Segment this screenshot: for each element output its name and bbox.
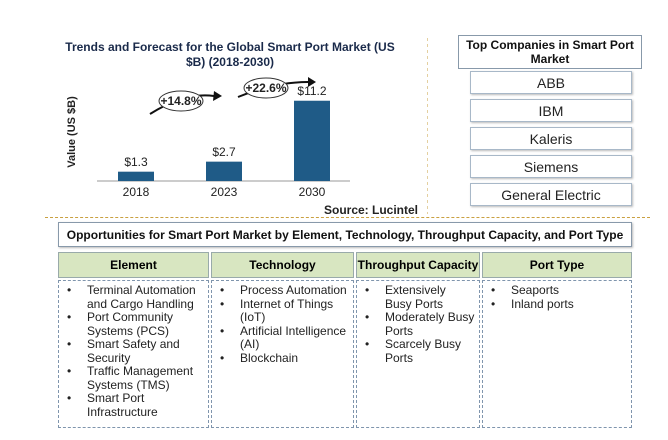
chart: Value (US $B) +14.8% +22.6% Source: Luci… xyxy=(66,38,428,216)
chart-title: Trends and Forecast for the Global Smart… xyxy=(65,40,395,69)
annotation: +14.8% xyxy=(160,94,201,108)
column-body: Process AutomationInternet of Things (Io… xyxy=(211,280,354,428)
column-header: Throughput Capacity xyxy=(356,252,480,278)
column-body: Extensively Busy PortsModerately Busy Po… xyxy=(356,280,480,428)
annotation-oval xyxy=(158,90,204,112)
source: Source: Lucintel xyxy=(324,203,418,216)
company: Siemens xyxy=(470,155,632,178)
bar xyxy=(206,161,242,181)
arrowhead xyxy=(213,91,222,101)
value-label: $1.3 xyxy=(124,155,148,169)
list-item: Scarcely Busy Ports xyxy=(363,337,475,365)
annotation-oval xyxy=(243,77,289,99)
list-item: Terminal Automation and Cargo Handling xyxy=(65,283,204,311)
value-label: $11.2 xyxy=(297,84,326,98)
list-item: Process Automation xyxy=(218,283,349,298)
column-header: Element xyxy=(58,252,209,278)
company: ABB xyxy=(470,71,632,94)
column-header: Port Type xyxy=(482,252,632,278)
value-label: $2.7 xyxy=(212,145,236,159)
list-item: Smart Port Infrastructure xyxy=(65,391,204,419)
list-item: Port Community Systems (PCS) xyxy=(65,310,204,338)
bar xyxy=(294,100,330,181)
divider xyxy=(45,217,650,218)
list-item: Blockchain xyxy=(218,351,349,366)
company: General Electric xyxy=(470,183,632,206)
list-item: Internet of Things (IoT) xyxy=(218,297,349,325)
x-tick-label: 2023 xyxy=(211,185,238,199)
list-item: Artificial Intelligence (AI) xyxy=(218,324,349,352)
list-item: Traffic Management Systems (TMS) xyxy=(65,364,204,392)
column-header: Technology xyxy=(211,252,354,278)
company: IBM xyxy=(470,99,632,122)
companies-title: Top Companies in Smart Port Market xyxy=(458,35,642,69)
y-axis-label: Value (US $B) xyxy=(66,96,78,168)
opportunities-title: Opportunities for Smart Port Market by E… xyxy=(58,222,632,247)
list-item: Smart Safety and Security xyxy=(65,337,204,365)
column-body: Terminal Automation and Cargo HandlingPo… xyxy=(58,280,209,428)
bar xyxy=(118,171,154,181)
list-item: Inland ports xyxy=(489,297,627,312)
annotation: +22.6% xyxy=(245,81,286,95)
company: Kaleris xyxy=(470,127,632,150)
list-item: Extensively Busy Ports xyxy=(363,283,475,311)
column-body: SeaportsInland ports xyxy=(482,280,632,428)
arrowhead xyxy=(308,77,316,87)
list-item: Moderately Busy Ports xyxy=(363,310,475,338)
x-tick-label: 2018 xyxy=(123,185,150,199)
list-item: Seaports xyxy=(489,283,627,298)
x-tick-label: 2030 xyxy=(299,185,326,199)
